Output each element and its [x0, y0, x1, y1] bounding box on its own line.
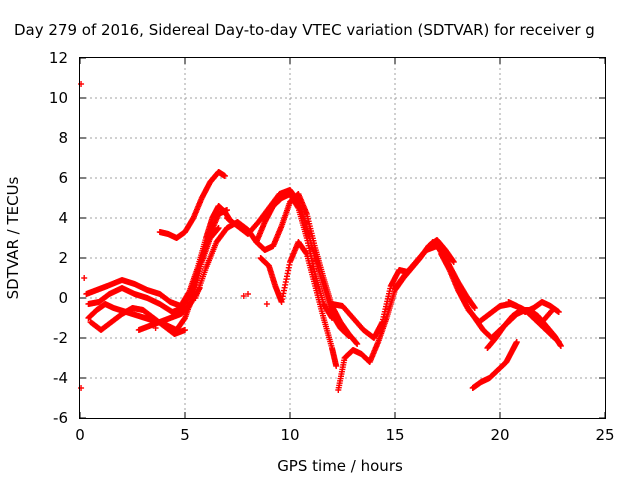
- data-point-arc-e: [221, 173, 228, 179]
- y-tick-label: -6: [53, 409, 68, 427]
- data-point-isolated: [245, 291, 251, 297]
- data-point-arc-d: [182, 327, 188, 333]
- data-point-isolated: [78, 81, 85, 87]
- x-tick-label: 20: [490, 426, 509, 444]
- x-tick-label: 15: [385, 426, 404, 444]
- data-point-arc-b: [224, 207, 230, 213]
- data-point-isolated: [78, 385, 85, 391]
- plot-frame: [79, 57, 606, 419]
- data-point-isolated: [263, 301, 270, 307]
- data-point-isolated: [81, 275, 88, 281]
- y-tick-label: 12: [49, 49, 68, 67]
- x-axis-label: GPS time / hours: [277, 457, 403, 475]
- y-tick-label: 0: [58, 289, 68, 307]
- y-tick-label: -2: [53, 329, 68, 347]
- x-tick-label: 25: [595, 426, 614, 444]
- y-tick-label: 2: [58, 249, 68, 267]
- data-point-arc-p: [557, 343, 564, 349]
- data-point-isolated: [152, 325, 159, 331]
- data-points: [78, 81, 564, 393]
- data-point-isolated: [240, 293, 247, 299]
- x-tick-label: 0: [75, 426, 85, 444]
- y-tick-label: 6: [58, 169, 68, 187]
- data-point-arc-q: [555, 309, 562, 315]
- x-tick-label: 10: [280, 426, 299, 444]
- chart-title: Day 279 of 2016, Sidereal Day-to-day VTE…: [14, 21, 595, 39]
- y-tick-label: 10: [49, 89, 68, 107]
- grid: [80, 58, 605, 418]
- x-tick-label: 5: [180, 426, 190, 444]
- axis-ticks: 0 5 10 15 20 25 -6 -4 -2 0 2 4 6 8 10 12: [49, 49, 615, 444]
- data-point-arc-o: [513, 339, 520, 345]
- y-tick-label: -4: [53, 369, 68, 387]
- data-point-arc-j: [333, 363, 340, 369]
- y-axis-label: SDTVAR / TECUs: [4, 176, 22, 299]
- y-tick-label: 8: [58, 129, 68, 147]
- data-point-arc-i: [354, 341, 361, 347]
- data-point-arc-c: [215, 225, 222, 231]
- data-point-arc-l: [471, 305, 478, 311]
- data-point-arc-k: [450, 259, 457, 265]
- y-tick-label: 4: [58, 209, 68, 227]
